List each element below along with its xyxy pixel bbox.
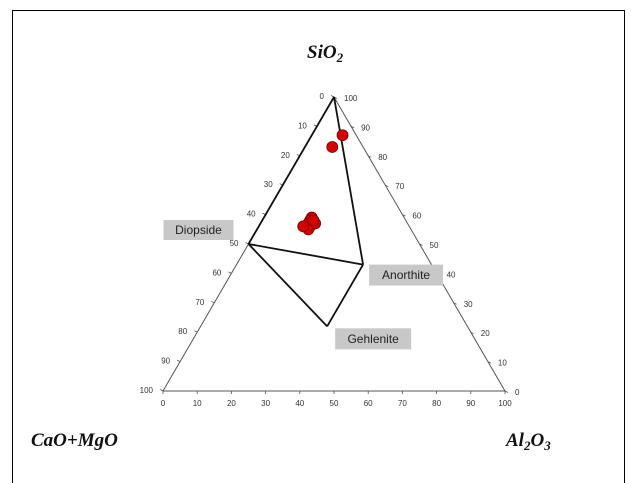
tick-right bbox=[487, 361, 492, 364]
tick-left bbox=[176, 359, 181, 362]
tick-label-left: 70 bbox=[195, 298, 204, 307]
tick-label-left: 0 bbox=[320, 92, 325, 101]
tick-label-bottom: 50 bbox=[330, 399, 339, 408]
tick-label-left: 10 bbox=[298, 121, 307, 130]
tick-left bbox=[194, 330, 198, 333]
tick-label-bottom: 80 bbox=[432, 399, 441, 408]
tick-labels: 0 0 0 10 10 10 20 20 20 30 30 30 40 40 40 50 50 50 60 60 60 7… bbox=[140, 92, 520, 408]
tick-label-right: 50 bbox=[430, 241, 439, 250]
mineral-labels: Diopside Anorthite Gehlenite bbox=[163, 220, 444, 350]
tick-label-bottom: 20 bbox=[227, 399, 236, 408]
apex-label-sio2: SiO2 bbox=[307, 42, 344, 65]
tick-label-left: 60 bbox=[212, 268, 221, 277]
tick-label-left: 40 bbox=[247, 210, 256, 219]
tie-line bbox=[326, 264, 364, 327]
triangle-outline bbox=[162, 96, 506, 392]
figure-frame bbox=[12, 10, 625, 483]
tick-label-bottom: 10 bbox=[193, 399, 202, 408]
tick-label-right: 0 bbox=[515, 388, 520, 397]
tick-label-bottom: 0 bbox=[161, 399, 166, 408]
tick-label-right: 90 bbox=[361, 123, 370, 132]
tick-label-bottom: 30 bbox=[261, 399, 270, 408]
mineral-label-diopside: Diopside bbox=[163, 220, 234, 240]
apex-label-cao-mgo: CaO+MgO bbox=[31, 430, 118, 451]
tick-label-right: 30 bbox=[464, 300, 473, 309]
tick-label-bottom: 40 bbox=[295, 399, 304, 408]
tick-label-left: 50 bbox=[230, 239, 239, 248]
tick-label-left: 80 bbox=[178, 327, 187, 336]
mineral-label-box bbox=[369, 264, 444, 286]
mineral-label-box bbox=[335, 328, 412, 350]
tick-right bbox=[368, 155, 372, 158]
tie-lines bbox=[247, 96, 364, 327]
sample-point bbox=[336, 129, 349, 142]
tick-right bbox=[453, 302, 457, 305]
tie-line bbox=[247, 243, 328, 327]
tick-label-left: 100 bbox=[140, 386, 154, 395]
tick-label-right: 20 bbox=[481, 329, 490, 338]
tick-right bbox=[504, 390, 509, 393]
tick-label-left: 20 bbox=[281, 151, 290, 160]
tick-right bbox=[350, 126, 355, 129]
tick-right bbox=[470, 331, 474, 335]
tick-left bbox=[159, 389, 164, 392]
tick-label-left: 30 bbox=[264, 180, 273, 189]
tick-label-left: 90 bbox=[161, 357, 170, 366]
sample-point bbox=[297, 220, 310, 233]
tick-right bbox=[385, 184, 389, 188]
tick-label-right: 100 bbox=[344, 94, 358, 103]
mineral-label-text: Gehlenite bbox=[347, 332, 399, 346]
sample-point bbox=[326, 141, 339, 153]
tick-left bbox=[228, 271, 232, 274]
tick-label-right: 80 bbox=[378, 153, 387, 162]
tick-label-right: 40 bbox=[447, 270, 456, 279]
tick-left bbox=[245, 242, 249, 245]
tick-left bbox=[211, 300, 215, 304]
tie-line bbox=[248, 243, 364, 266]
tick-label-right: 70 bbox=[395, 182, 404, 191]
tick-label-bottom: 60 bbox=[364, 399, 373, 408]
apex-label-al2o3: Al2O3 bbox=[505, 430, 551, 453]
mineral-label-gehlenite: Gehlenite bbox=[335, 328, 412, 350]
tick-right bbox=[402, 214, 406, 217]
sample-point bbox=[307, 214, 320, 227]
tick-label-bottom: 100 bbox=[498, 399, 512, 408]
mineral-label-text: Anorthite bbox=[382, 268, 430, 282]
mineral-label-box bbox=[163, 220, 234, 240]
tie-line bbox=[333, 96, 364, 265]
tick-label-bottom: 90 bbox=[466, 399, 475, 408]
tick-label-right: 10 bbox=[498, 359, 507, 368]
tick-label-bottom: 70 bbox=[398, 399, 407, 408]
tick-right bbox=[419, 243, 423, 246]
tie-line bbox=[247, 96, 335, 245]
mineral-label-anorthite: Anorthite bbox=[369, 264, 444, 286]
tick-label-right: 60 bbox=[412, 212, 421, 221]
mineral-label-text: Diopside bbox=[175, 223, 222, 237]
axis-layer bbox=[159, 95, 509, 394]
sample-points bbox=[297, 129, 349, 236]
